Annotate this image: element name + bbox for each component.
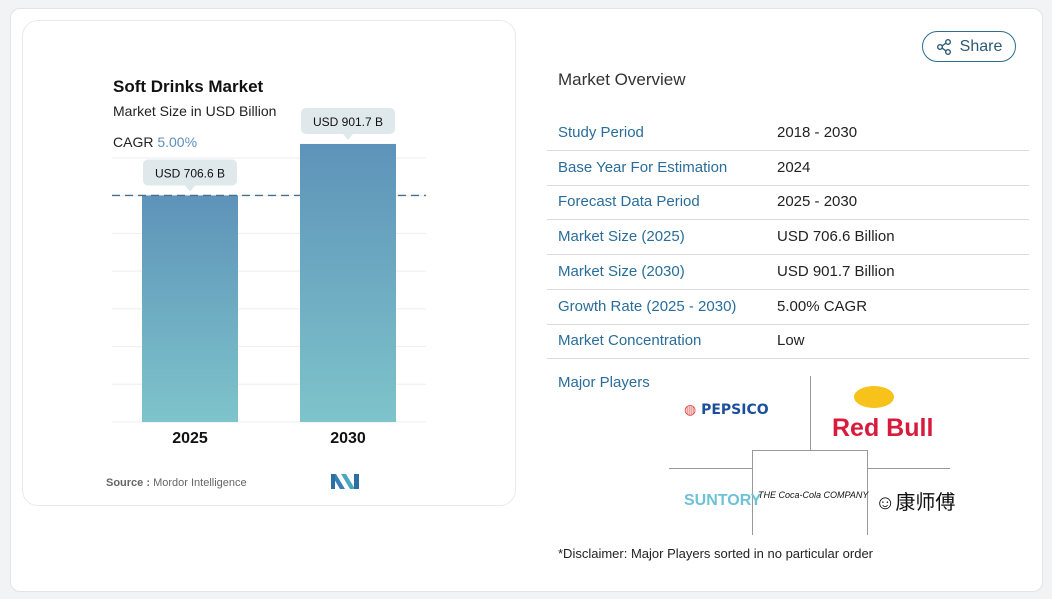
row-value: 2025 - 2030 [777,193,858,211]
x-tick-label: 2025 [172,430,208,447]
overview-row: Market Size (2025) USD 706.6 Billion [547,220,1029,256]
chart-title: Soft Drinks Market [113,77,264,96]
row-key: Growth Rate (2025 - 2030) [558,297,737,315]
row-key: Forecast Data Period [558,193,700,211]
chef-icon: ☺ [875,492,896,514]
pepsico-globe-icon: ◍ [684,402,697,418]
x-tick-label: 2030 [330,430,366,447]
row-value: 5.00% CAGR [777,297,868,315]
row-value: 2018 - 2030 [777,124,858,141]
data-label: USD 901.7 B [313,115,383,129]
row-key: Market Concentration [558,332,702,350]
data-label-pointer [343,133,353,140]
row-key: Study Period [558,124,644,141]
overview-row: Market Concentration Low [547,324,1029,360]
row-value: USD 706.6 Billion [777,228,895,246]
redbull-logo: Red Bull [832,414,934,442]
overview-row: Market Size (2030) USD 901.7 Billion [547,255,1029,290]
row-key: Market Size (2030) [558,262,685,280]
share-button[interactable]: Share [922,31,1016,62]
cagr-label: CAGR [113,134,154,150]
data-label-box [301,107,395,134]
overview-row: Base Year For Estimation 2024 [547,151,1029,186]
data-label: USD 706.6 B [155,166,225,180]
row-value: USD 901.7 Billion [777,262,895,280]
overview-title: Market Overview [558,70,686,89]
suntory-logo: SUNTORY [684,492,762,509]
mordor-logo-icon [331,474,359,489]
disclaimer: *Disclaimer: Major Players sorted in no … [558,546,874,561]
source-label: Source : [106,477,151,489]
overview-row: Forecast Data Period 2025 - 2030 [547,185,1029,221]
cagr-value: 5.00% [157,134,198,150]
chart-card [22,20,516,506]
master-kong-text: 康师傅 [895,492,956,514]
row-key: Market Size (2025) [558,228,685,246]
bar-2030 [300,143,396,422]
pepsico-logo: ◍ PEPSICO [684,402,769,418]
bar-2025 [142,195,238,422]
master-kong-logo: ☺康师傅 [875,486,955,515]
data-label-pointer [185,185,195,192]
share-icon [936,38,951,55]
cagr: CAGR 5.00% [113,134,197,150]
chart-subtitle: Market Size in USD Billion [113,103,277,119]
source: Source : Mordor Intelligence [106,477,247,489]
row-value: Low [777,332,805,350]
overview-row: Study Period 2018 - 2030 [547,116,1029,151]
row-key: Base Year For Estimation [558,158,728,176]
overview-row: Growth Rate (2025 - 2030) 5.00% CAGR [547,290,1029,325]
data-label-box [143,159,237,186]
row-value: 2024 [777,158,811,176]
share-label: Share [959,37,1003,55]
source-name: Mordor Intelligence [153,477,247,489]
major-players-label: Major Players [558,374,650,391]
pepsico-text: PEPSICO [701,402,769,418]
redbull-sun-icon [854,386,894,408]
coca-cola-logo: THE Coca-Cola COMPANY [758,490,869,500]
